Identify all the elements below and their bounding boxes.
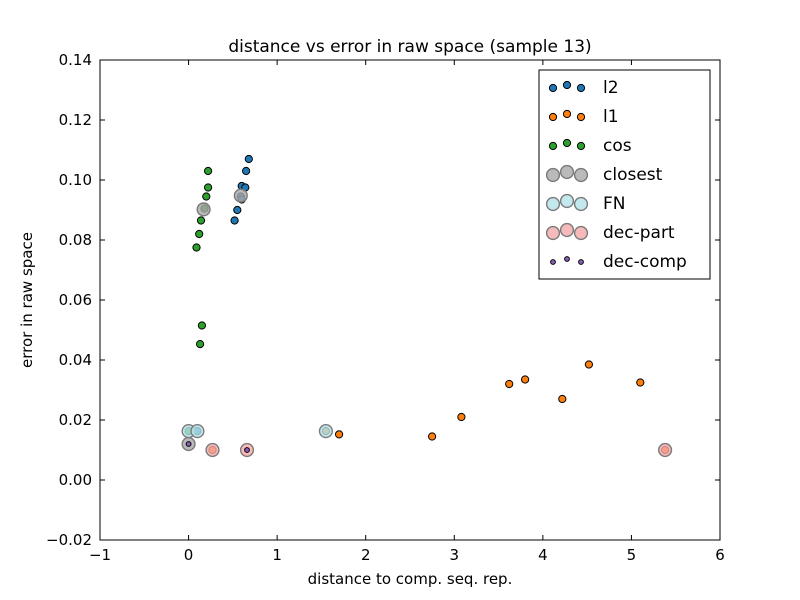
data-point-l2 [233,205,242,215]
legend: l2 l1 cos closest FN dec-part dec-comp [538,69,711,280]
series-FN [181,424,334,439]
legend-marker [578,259,584,265]
data-point-closest [196,202,211,217]
x-tick-label: 0 [184,546,194,564]
data-point-FN [318,424,334,439]
legend-marker [545,167,561,183]
legend-label: FN [603,194,626,214]
legend-item-dec-comp: dec-comp [550,252,687,272]
data-point-l1 [457,412,466,422]
legend-marker [548,83,558,93]
y-tick-label: 0.04 [59,351,92,369]
legend-marker [573,196,589,212]
y-tick-label: 0.00 [59,471,92,489]
x-tick-label: 2 [361,546,371,564]
axis-ticks: −1 0 1 2 3 4 5 6 −0.02 0.00 0.02 0.04 0.06 0.08 0.10 0.… [46,51,725,564]
legend-marker [548,141,558,151]
x-tick-label: −1 [89,546,111,564]
legend-marker [550,259,556,265]
legend-marker [576,112,586,122]
data-point-cos [197,321,206,330]
y-axis-label: error in raw space [18,232,36,368]
data-point-l2 [244,154,253,164]
data-point-cos [196,216,206,225]
legend-label: dec-part [603,223,675,243]
data-point-l1 [505,379,514,389]
legend-item-l2: l2 [548,78,619,98]
legend-item-l1: l1 [548,107,619,127]
legend-marker [545,225,561,241]
legend-marker [545,196,561,212]
x-tick-label: 6 [715,546,725,564]
data-point-dec-comp [185,441,192,447]
legend-marker [559,164,575,180]
chart-title: distance vs error in raw space (sample 1… [228,37,591,57]
data-point-cos [192,243,201,252]
legend-label: l2 [603,78,619,98]
legend-item-dec-part: dec-part [545,222,675,243]
legend-label: dec-comp [603,252,687,272]
data-point-l2 [230,216,239,225]
legend-marker [576,83,586,93]
legend-marker [559,193,575,209]
data-point-l1 [584,360,594,369]
data-point-cos [195,229,204,239]
legend-marker [564,256,570,262]
x-tick-label: 5 [627,546,637,564]
data-point-cos [204,166,213,176]
x-axis-label: distance to comp. seq. rep. [308,570,513,588]
data-point-l1 [558,394,567,404]
legend-marker [559,222,575,238]
y-tick-label: 0.08 [59,231,92,249]
legend-label: closest [603,165,663,185]
legend-marker [562,80,572,90]
data-point-l1 [428,432,437,441]
data-point-closest [233,188,248,203]
data-point-l1 [521,375,530,384]
data-points [181,154,673,458]
y-tick-label: −0.02 [46,531,92,549]
legend-item-cos: cos [548,136,632,156]
data-point-cos [196,340,205,349]
data-point-dec-comp [244,447,250,453]
legend-marker [573,225,589,241]
legend-item-FN: FN [545,193,626,214]
legend-marker [548,112,558,122]
y-tick-label: 0.02 [59,411,92,429]
legend-marker [576,141,586,151]
data-point-cos [202,192,211,201]
y-tick-label: 0.10 [59,171,92,189]
legend-label: l1 [603,107,619,127]
legend-marker [562,138,572,148]
data-point-FN [190,424,205,439]
y-tick-label: 0.06 [59,291,92,309]
data-point-l2 [242,166,251,176]
legend-marker [562,109,572,119]
data-point-l1 [335,430,344,439]
data-point-dec-part [205,442,220,458]
x-tick-label: 3 [450,546,460,564]
x-tick-label: 4 [538,546,548,564]
data-point-dec-part [657,442,673,458]
data-point-l1 [636,378,645,387]
series-dec-comp [185,441,250,453]
x-tick-label: 1 [272,546,282,564]
legend-item-closest: closest [545,164,663,185]
data-point-cos [204,183,213,192]
plot-frame [99,59,721,541]
series-dec-part [205,442,673,458]
legend-label: cos [603,136,632,156]
y-tick-label: 0.12 [59,111,92,129]
legend-marker [573,167,589,183]
y-tick-label: 0.14 [59,51,92,69]
